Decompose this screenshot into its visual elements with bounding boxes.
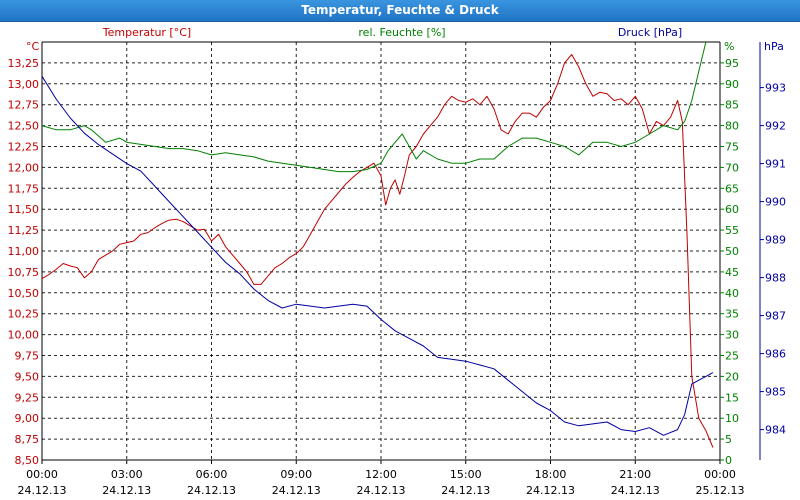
temperature-tick-label: 8,50 [15,454,40,467]
pressure-tick-label: 986 [765,348,786,361]
temperature-tick-label: 9,00 [15,412,40,425]
temperature-tick-label: 9,50 [15,370,40,383]
temperature-tick-label: 10,50 [8,287,40,300]
x-tick-date-label: 24.12.13 [272,484,321,497]
temperature-tick-label: 12,00 [8,161,40,174]
temperature-tick-label: 9,75 [15,350,40,363]
humidity-tick-label: 40 [725,287,739,300]
temperature-tick-label: 10,75 [8,266,40,279]
x-tick-date-label: 24.12.13 [102,484,151,497]
temperature-axis-label: Temperatur [°C] [102,26,191,39]
temperature-tick-label: 10,00 [8,329,40,342]
x-tick-time-label: 21:00 [619,468,651,481]
pressure-tick-label: 985 [765,386,786,399]
series-lines [41,41,714,448]
temperature-tick-label: 13,00 [8,78,40,91]
x-tick-time-label: 00:00 [704,468,736,481]
temperature-tick-label: 13,25 [8,57,40,70]
humidity-tick-label: 35 [725,308,739,321]
humidity-tick-label: 15 [725,391,739,404]
x-tick-time-label: 03:00 [111,468,143,481]
pressure-axis-label: Druck [hPa] [618,26,682,39]
x-tick-time-label: 00:00 [26,468,58,481]
pressure-tick-label: 990 [765,196,786,209]
x-tick-time-label: 06:00 [196,468,228,481]
x-tick-date-label: 24.12.13 [526,484,575,497]
humidity-tick-label: 60 [725,203,739,216]
grid [42,42,720,461]
humidity-tick-label: 0 [725,454,732,467]
pressure-tick-label: 989 [765,234,786,247]
temperature-tick-label: 12,75 [8,99,40,112]
temperature-unit-label: °C [26,40,40,53]
x-tick-date-label: 25.12.13 [696,484,745,497]
humidity-axis-label: rel. Feuchte [%] [358,26,445,39]
x-tick-time-label: 12:00 [365,468,397,481]
pressure-tick-label: 988 [765,272,786,285]
window-title: Temperatur, Feuchte & Druck [0,0,800,22]
pressure-tick-label: 993 [765,82,786,95]
x-tick-time-label: 18:00 [535,468,567,481]
x-tick-date-label: 24.12.13 [357,484,406,497]
temperature-tick-label: 10,25 [8,308,40,321]
temperature-tick-label: 12,50 [8,120,40,133]
temperature-series-line [41,54,714,448]
humidity-tick-label: 95 [725,57,739,70]
humidity-tick-label: 90 [725,78,739,91]
pressure-tick-label: 987 [765,310,786,323]
pressure-unit-label: hPa [764,40,784,53]
pressure-tick-label: 984 [765,424,786,437]
humidity-tick-label: 45 [725,266,739,279]
temperature-tick-label: 9,25 [15,391,40,404]
x-tick-date-label: 24.12.13 [18,484,67,497]
humidity-unit-label: % [724,40,734,53]
humidity-tick-label: 70 [725,161,739,174]
x-tick-date-label: 24.12.13 [187,484,236,497]
humidity-tick-label: 80 [725,120,739,133]
humidity-tick-label: 55 [725,224,739,237]
axes: 8,50 8,75 9,00 9,25 9,50 9,75 10,00 10,25 10,50 1… [8,41,786,497]
temperature-tick-label: 11,25 [8,224,40,237]
humidity-tick-label: 30 [725,329,739,342]
humidity-tick-label: 75 [725,141,739,154]
x-tick-time-label: 09:00 [280,468,312,481]
humidity-tick-label: 10 [725,412,739,425]
pressure-tick-label: 992 [765,120,786,133]
humidity-tick-label: 65 [725,182,739,195]
humidity-series-line [41,41,707,173]
temperature-tick-label: 11,75 [8,182,40,195]
temperature-tick-label: 11,50 [8,203,40,216]
humidity-tick-label: 20 [725,370,739,383]
humidity-tick-label: 5 [725,433,732,446]
x-tick-date-label: 24.12.13 [441,484,490,497]
temperature-tick-label: 12,25 [8,141,40,154]
temperature-tick-label: 8,75 [15,433,40,446]
humidity-tick-label: 85 [725,99,739,112]
pressure-tick-label: 991 [765,158,786,171]
temperature-tick-label: 11,00 [8,245,40,258]
humidity-tick-label: 25 [725,350,739,363]
pressure-series-line [41,75,714,436]
x-tick-time-label: 15:00 [450,468,482,481]
humidity-tick-label: 50 [725,245,739,258]
x-tick-date-label: 24.12.13 [611,484,660,497]
